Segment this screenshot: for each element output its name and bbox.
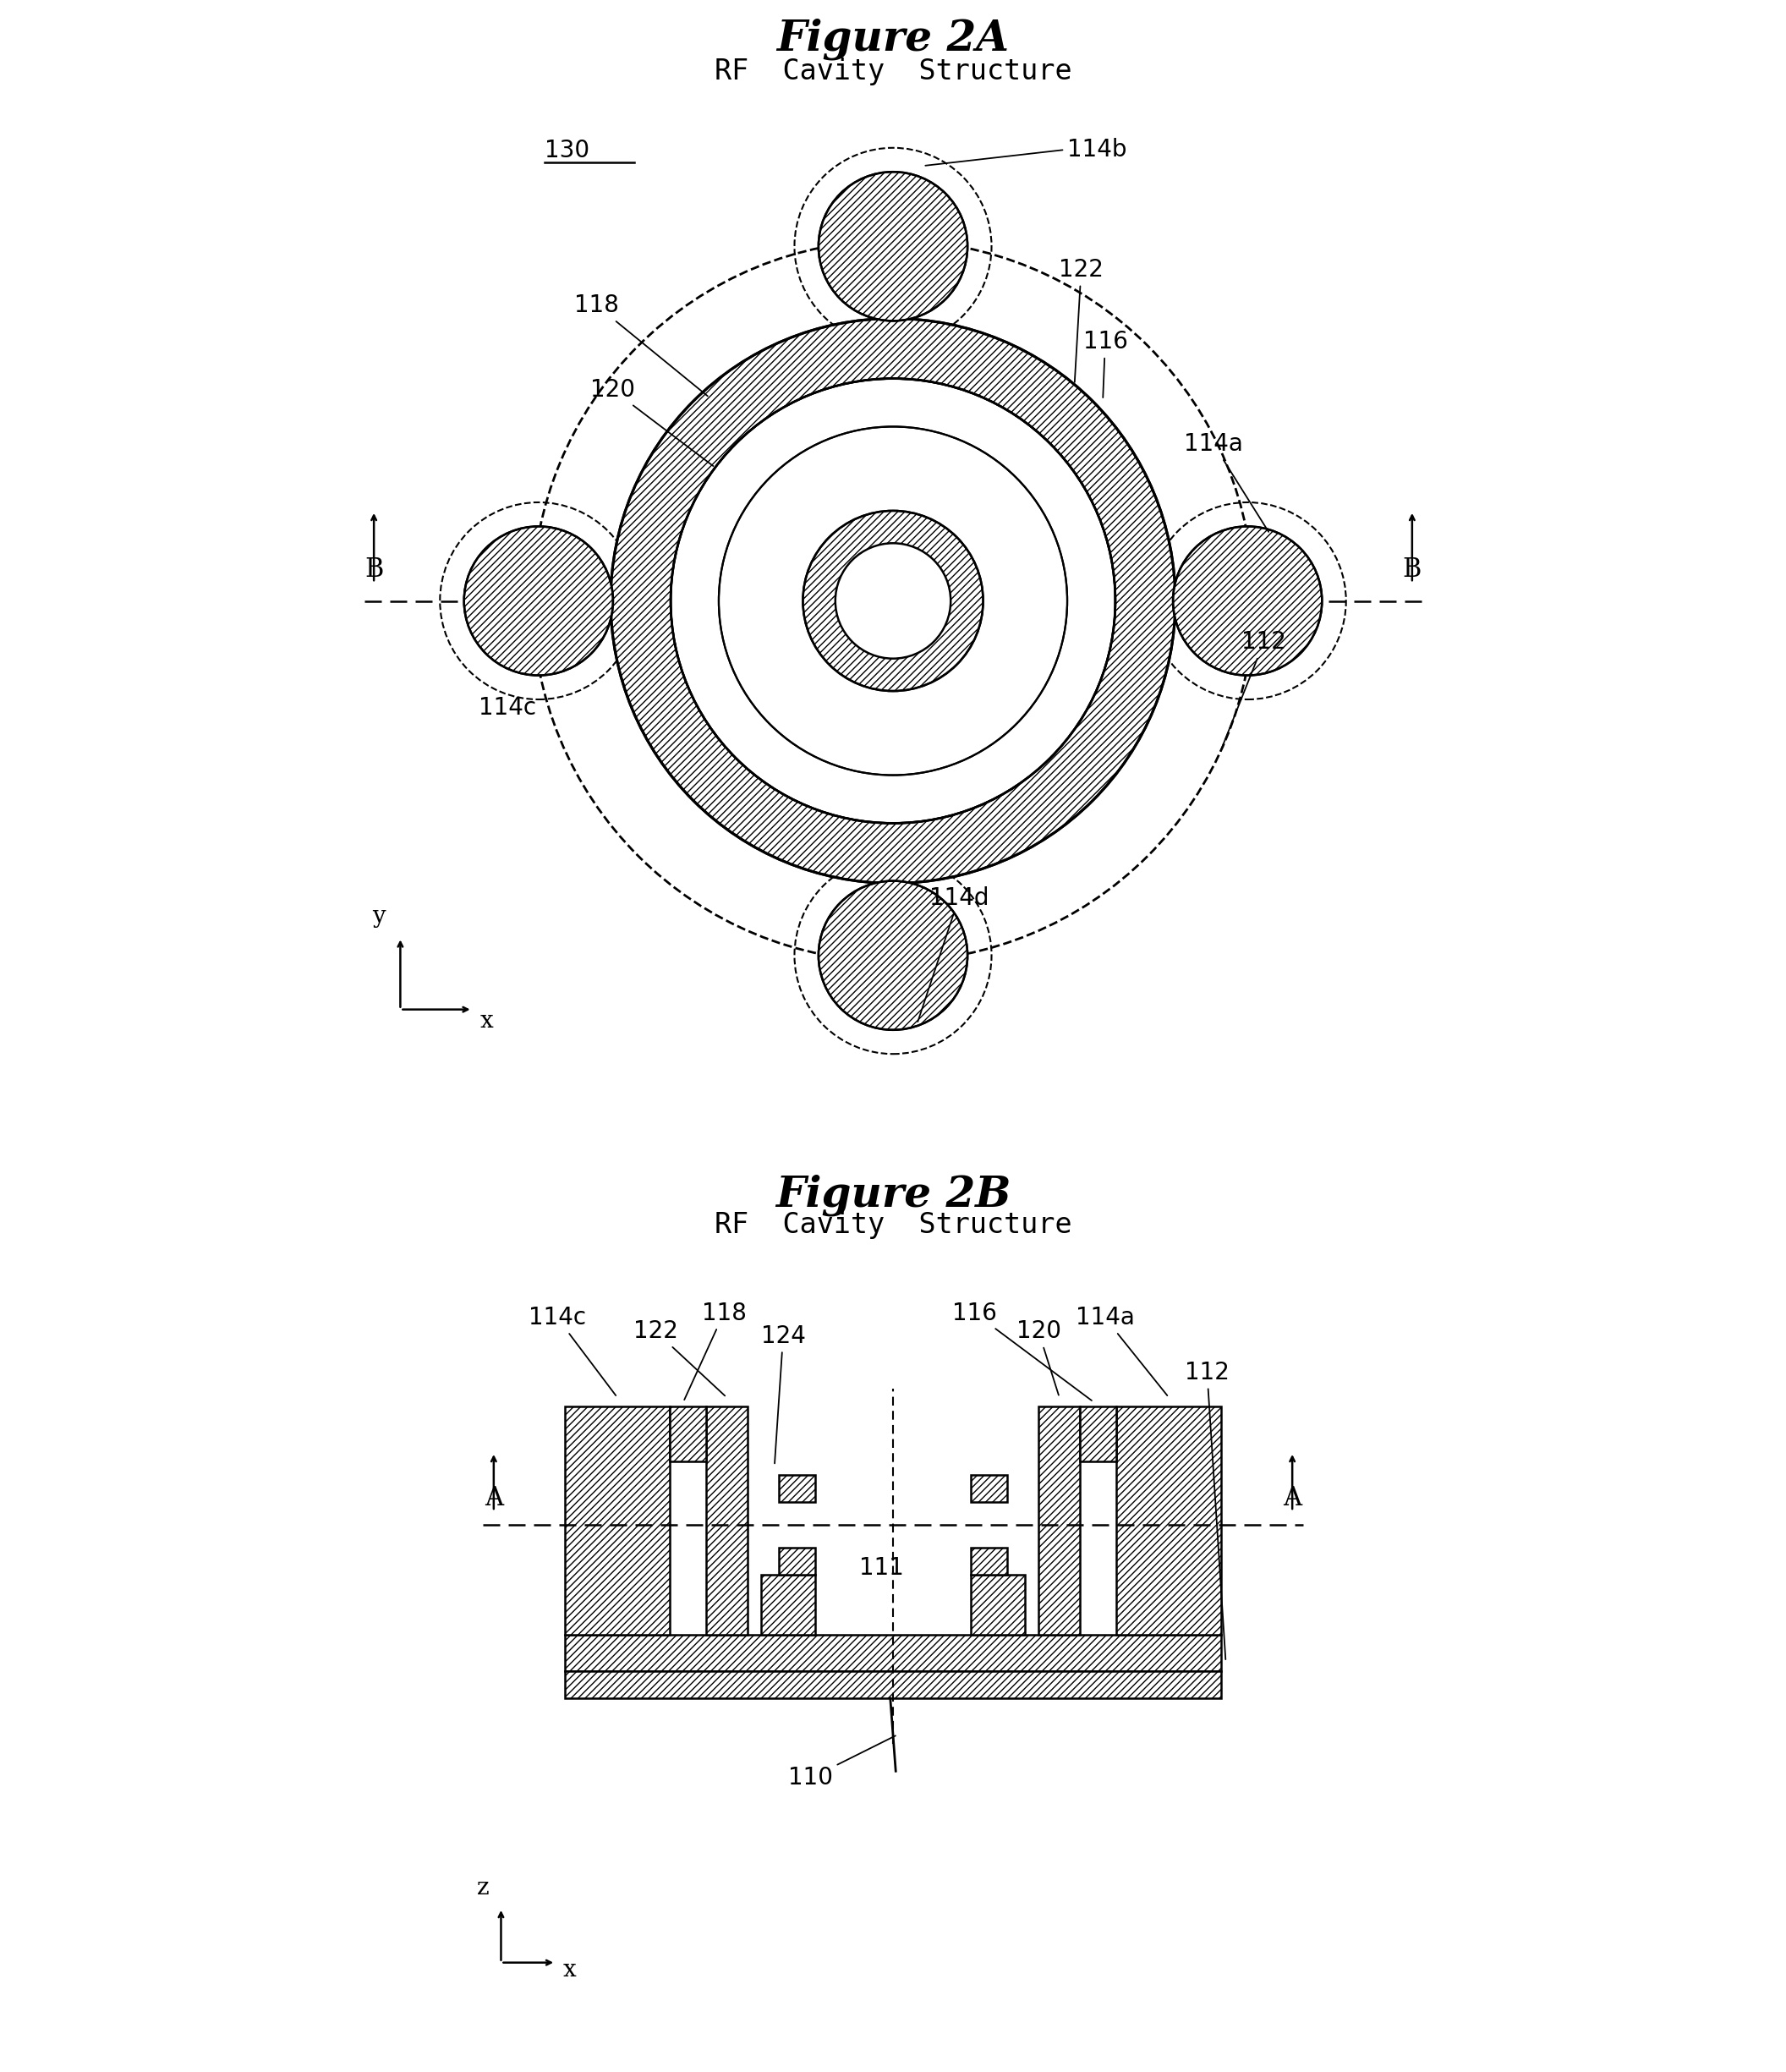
Text: B: B <box>364 557 384 582</box>
Text: 122: 122 <box>1059 257 1104 381</box>
Text: 130: 130 <box>545 139 589 162</box>
Text: 112: 112 <box>1220 630 1286 750</box>
Bar <box>970 1475 1007 1502</box>
Text: 120: 120 <box>589 377 713 466</box>
Bar <box>1039 1407 1081 1635</box>
Bar <box>564 1407 670 1635</box>
Ellipse shape <box>718 427 1068 775</box>
Bar <box>779 1548 816 1575</box>
Text: 109: 109 <box>897 553 941 576</box>
Bar <box>779 1475 816 1502</box>
Bar <box>705 1407 747 1635</box>
Bar <box>564 1670 1222 1699</box>
Text: 114d: 114d <box>918 887 989 1021</box>
Text: 110: 110 <box>788 1736 895 1790</box>
Text: 124: 124 <box>857 690 902 715</box>
Text: 114a: 114a <box>1075 1305 1168 1397</box>
Bar <box>761 1575 816 1635</box>
Text: y: y <box>371 905 386 928</box>
Text: 112: 112 <box>1184 1361 1229 1660</box>
Text: 122: 122 <box>634 1320 725 1397</box>
Bar <box>970 1548 1007 1575</box>
Text: 118: 118 <box>575 294 707 396</box>
Text: RF  Cavity  Structure: RF Cavity Structure <box>714 1212 1072 1239</box>
Bar <box>970 1575 1025 1635</box>
Ellipse shape <box>1173 526 1322 675</box>
Text: 116: 116 <box>1082 329 1127 398</box>
Bar <box>670 1407 705 1461</box>
Text: 114c: 114c <box>529 1305 616 1394</box>
Text: 124: 124 <box>761 1324 805 1463</box>
Text: x: x <box>480 1009 493 1032</box>
Text: 118: 118 <box>684 1301 747 1401</box>
Ellipse shape <box>836 543 950 659</box>
Ellipse shape <box>804 510 982 692</box>
Bar <box>1116 1407 1222 1635</box>
Text: 111: 111 <box>859 1556 904 1581</box>
Text: 114b: 114b <box>925 137 1127 166</box>
Ellipse shape <box>818 172 968 321</box>
Text: Figure 2B: Figure 2B <box>775 1175 1011 1216</box>
Text: z: z <box>477 1877 489 1900</box>
Text: 114a: 114a <box>1184 433 1268 533</box>
Ellipse shape <box>464 526 613 675</box>
Bar <box>1081 1407 1116 1461</box>
Ellipse shape <box>672 379 1114 823</box>
Ellipse shape <box>611 319 1175 883</box>
Text: 116: 116 <box>952 1301 1091 1401</box>
Text: x: x <box>563 1958 577 1981</box>
Text: 111: 111 <box>722 518 843 576</box>
Ellipse shape <box>818 881 968 1030</box>
Text: A: A <box>1282 1486 1302 1510</box>
Text: 120: 120 <box>1016 1320 1061 1394</box>
Text: Figure 2A: Figure 2A <box>777 19 1009 60</box>
Text: RF  Cavity  Structure: RF Cavity Structure <box>714 58 1072 85</box>
Text: B: B <box>1402 557 1422 582</box>
Text: A: A <box>484 1486 504 1510</box>
Text: 114c: 114c <box>479 696 536 721</box>
Bar <box>564 1635 1222 1670</box>
